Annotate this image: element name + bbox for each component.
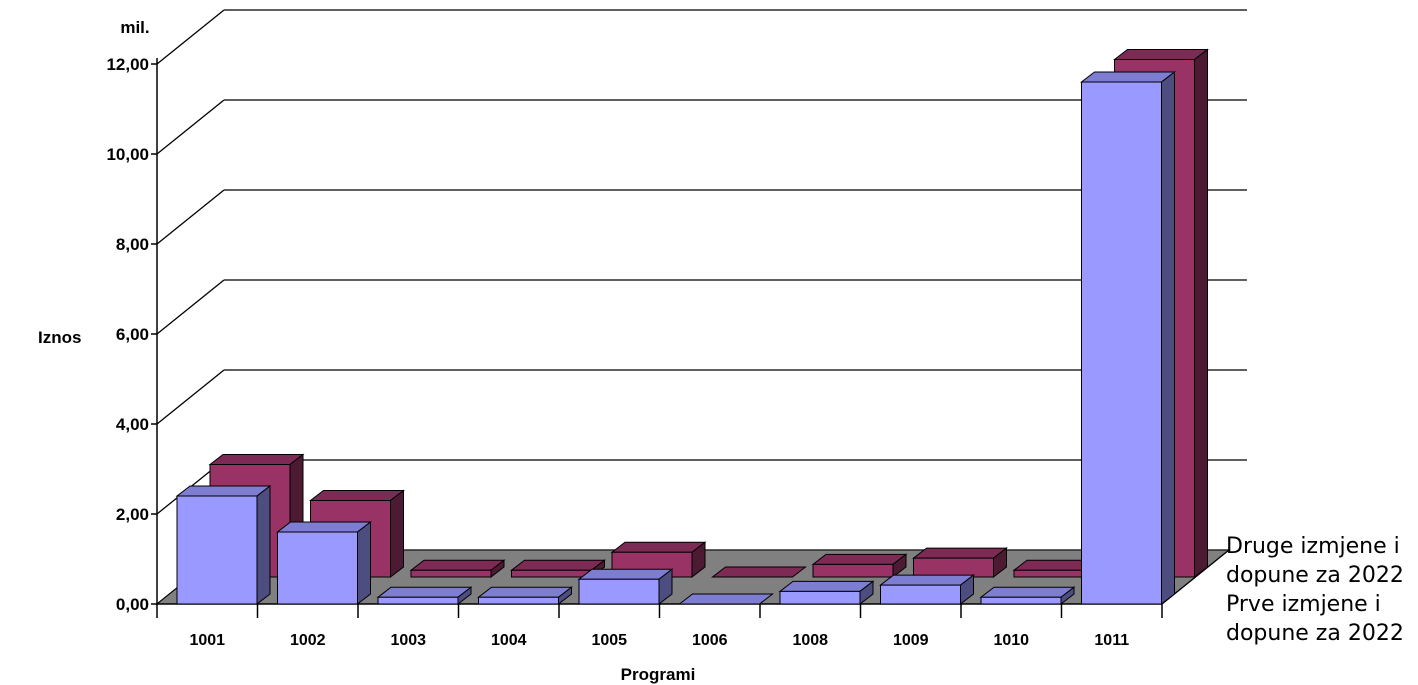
bar-druge-1005-top (610, 541, 707, 553)
bar-druge-1009-front (913, 557, 994, 578)
bar-druge-1004-top (510, 559, 606, 571)
bar-prve-1001-front (176, 495, 258, 605)
bar-prve-1008 (778, 580, 875, 606)
bar-prve-1010-front (980, 596, 1062, 605)
bar-prve-1003-top (376, 586, 473, 598)
bar-druge-1011-side (1194, 48, 1208, 579)
bar-prve-1001-top (175, 485, 272, 497)
gridline-side (156, 99, 225, 155)
x-tick-label: 1003 (390, 632, 426, 649)
bar-prve-1002-front (277, 531, 358, 605)
bar-prve-1003-front (377, 596, 459, 605)
bar-prve-1004-top (477, 586, 573, 598)
bar-prve-1011-side (1161, 70, 1175, 606)
y-tick-label: 6,00 (116, 325, 149, 344)
bar-prve-1001 (175, 484, 272, 606)
bar-druge-1003-top (409, 559, 506, 571)
y-tick-label: 2,00 (116, 505, 149, 524)
bar-druge-1008-front (812, 563, 894, 578)
gridline-side (156, 279, 225, 335)
x-tick-label: 1001 (189, 632, 225, 649)
bar-druge-1008-top (811, 553, 908, 565)
x-tick-label: 1005 (591, 632, 627, 649)
legend: Druge izmjene i dopune za 2022 Prve izmjen… (1226, 534, 1404, 646)
y-axis-units: mil. (120, 18, 149, 37)
bar-prve-1006 (678, 593, 774, 605)
y-axis-label: Iznos (38, 328, 81, 347)
x-axis-label: Programi (621, 665, 696, 684)
y-tick-label: 12,00 (106, 55, 149, 74)
bar-prve-1011-front (1081, 81, 1162, 605)
x-tick-label: 1008 (792, 632, 828, 649)
bar-prve-1009-top (879, 574, 975, 586)
gridline-side (156, 9, 225, 65)
x-tick-label: 1006 (692, 632, 728, 649)
x-tick-label: 1011 (1094, 632, 1129, 649)
bar-prve-1003 (376, 586, 473, 606)
bar-prve-1010-top (979, 586, 1076, 598)
bar-druge-1004 (510, 559, 606, 579)
bar-prve-1005-front (578, 578, 660, 605)
legend-label: Druge izmjene i (1226, 534, 1400, 559)
bar-druge-1002-side (390, 489, 404, 579)
y-tick-label: 8,00 (116, 235, 149, 254)
bar-prve-1001-side (256, 484, 271, 606)
bar-druge-1006 (711, 566, 807, 578)
legend-label: dopune za 2022 (1226, 621, 1404, 646)
bar-druge-1009-top (912, 547, 1008, 559)
bar-druge-1001-top (208, 454, 305, 465)
y-tick-label: 0,00 (116, 595, 149, 614)
bar-prve-1002-side (357, 520, 371, 606)
legend-label: dopune za 2022 (1226, 563, 1404, 588)
bar-druge-1003 (409, 559, 506, 579)
bars (175, 48, 1209, 606)
x-tick-label: 1002 (290, 632, 326, 649)
bar-prve-1009-front (880, 584, 961, 605)
bar-prve-1004 (477, 586, 573, 606)
bar-prve-1002-top (276, 521, 372, 533)
x-tick-label: 1004 (491, 632, 527, 649)
y-tick-label: 4,00 (116, 415, 149, 434)
bar-druge-1009 (912, 547, 1008, 579)
bar-prve-1011-top (1080, 71, 1176, 83)
bar-druge-1011-top (1113, 49, 1209, 60)
bar-druge-1003-front (410, 569, 492, 578)
bar-prve-1005 (577, 568, 674, 606)
y-tick-label: 10,00 (106, 145, 149, 164)
bar-prve-1008-front (779, 590, 861, 605)
bar-prve-1009 (879, 574, 975, 606)
labels: mil. Iznos Programi 0,00 2,00 4,00 6,00 8,00… (38, 18, 1129, 684)
bar-prve-1004-front (478, 596, 559, 605)
gridline-side (156, 369, 225, 425)
bar-prve-1005-top (577, 568, 674, 580)
x-tick-label: 1009 (893, 632, 929, 649)
bar-druge-1008 (811, 553, 908, 579)
bar-prve-1011 (1080, 70, 1176, 606)
bar-prve-1002 (276, 520, 372, 606)
bar-prve-1010 (979, 586, 1076, 606)
bar-druge-1002-top (309, 490, 405, 501)
bar-prve-1008-top (778, 580, 875, 592)
gridline-side (156, 189, 225, 245)
bar-druge-1004-front (511, 569, 592, 578)
legend-label: Prve izmjene i (1226, 592, 1381, 617)
x-tick-label: 1010 (993, 632, 1029, 649)
